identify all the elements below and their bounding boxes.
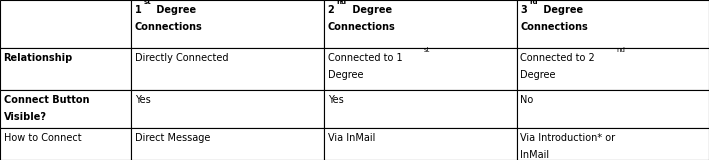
Bar: [324, 128, 517, 160]
Text: Degree: Degree: [520, 70, 556, 80]
Text: No: No: [520, 95, 534, 105]
Bar: [0, 0, 131, 48]
Text: How to Connect: How to Connect: [4, 133, 81, 143]
Bar: [131, 90, 324, 128]
Text: Relationship: Relationship: [4, 53, 73, 63]
Bar: [131, 128, 324, 160]
Text: Connect Button: Connect Button: [4, 95, 89, 105]
Bar: [517, 90, 709, 128]
Text: Degree: Degree: [540, 5, 584, 15]
Text: Connections: Connections: [328, 22, 396, 32]
Bar: [324, 48, 517, 90]
Text: 2: 2: [328, 5, 335, 15]
Text: st: st: [143, 0, 151, 5]
Text: Connected to 2: Connected to 2: [520, 53, 595, 63]
Text: Yes: Yes: [135, 95, 150, 105]
Text: Connections: Connections: [520, 22, 588, 32]
Text: Directly Connected: Directly Connected: [135, 53, 228, 63]
Bar: [324, 90, 517, 128]
Text: Visible?: Visible?: [4, 112, 47, 122]
Bar: [517, 0, 709, 48]
Text: InMail: InMail: [520, 150, 549, 160]
Text: st: st: [424, 47, 430, 53]
Text: nd: nd: [617, 47, 626, 53]
Text: Degree: Degree: [328, 70, 363, 80]
Text: 3: 3: [520, 5, 527, 15]
Bar: [0, 48, 131, 90]
Bar: [131, 0, 324, 48]
Text: Degree: Degree: [153, 5, 196, 15]
Text: rd: rd: [529, 0, 537, 5]
Bar: [324, 0, 517, 48]
Text: Via Introduction* or: Via Introduction* or: [520, 133, 615, 143]
Bar: [0, 128, 131, 160]
Text: Direct Message: Direct Message: [135, 133, 210, 143]
Text: Connected to 1: Connected to 1: [328, 53, 402, 63]
Text: Connections: Connections: [135, 22, 203, 32]
Bar: [517, 128, 709, 160]
Text: Yes: Yes: [328, 95, 343, 105]
Text: 1: 1: [135, 5, 142, 15]
Bar: [517, 48, 709, 90]
Text: Degree: Degree: [350, 5, 393, 15]
Text: nd: nd: [336, 0, 347, 5]
Bar: [131, 48, 324, 90]
Text: Via InMail: Via InMail: [328, 133, 375, 143]
Bar: [0, 90, 131, 128]
